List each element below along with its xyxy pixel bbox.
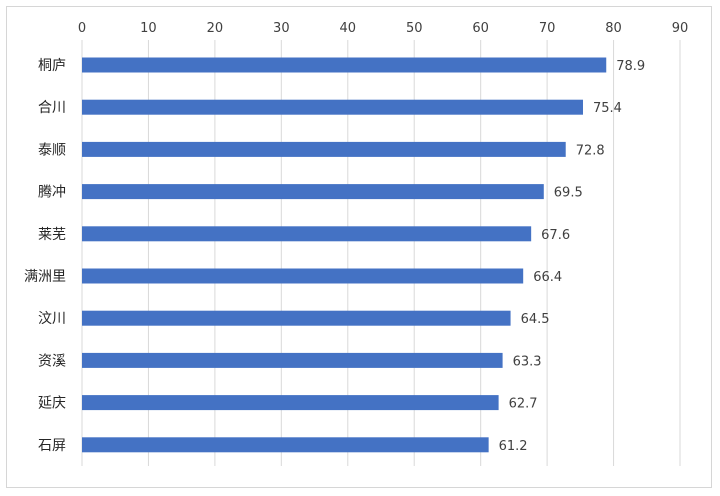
category-label: 泰顺: [38, 142, 66, 158]
data-label: 61.2: [499, 439, 528, 454]
bars: [82, 57, 607, 453]
bar-0: [82, 57, 607, 73]
x-axis-ticks: 0 10 20 30 40 50 60 70 80 90: [78, 21, 688, 36]
bar-3: [82, 184, 544, 200]
x-tick-label: 20: [207, 21, 224, 36]
category-label: 石屏: [38, 438, 66, 454]
x-tick-label: 80: [605, 21, 622, 36]
x-tick-label: 40: [340, 21, 357, 36]
category-label: 延庆: [38, 396, 66, 412]
bar-7: [82, 352, 503, 368]
data-label: 78.9: [616, 59, 645, 74]
category-label: 桐庐: [38, 58, 66, 74]
bar-5: [82, 268, 524, 284]
x-tick-label: 10: [140, 21, 157, 36]
x-tick-label: 70: [539, 21, 556, 36]
data-label: 66.4: [533, 270, 562, 285]
bar-8: [82, 395, 499, 411]
data-label: 67.6: [541, 228, 570, 243]
category-label: 汶川: [38, 310, 66, 327]
data-label: 64.5: [521, 312, 550, 327]
data-label: 62.7: [509, 397, 538, 412]
category-label: 满洲里: [24, 269, 66, 285]
bar-4: [82, 226, 532, 242]
category-label: 腾冲: [38, 184, 66, 201]
data-label: 63.3: [513, 354, 542, 369]
data-labels: 78.9 75.4 72.8 69.5 67.6 66.4 64.5 63.3 62.7 61.2: [499, 59, 646, 454]
bar-2: [82, 141, 566, 157]
category-label: 合川: [38, 100, 66, 116]
data-label: 72.8: [576, 143, 605, 158]
x-tick-label: 90: [672, 21, 689, 36]
bar-1: [82, 99, 583, 115]
x-tick-label: 60: [472, 21, 489, 36]
x-tick-label: 0: [78, 21, 86, 36]
x-tick-label: 50: [406, 21, 423, 36]
x-tick-label: 30: [273, 21, 290, 36]
data-label: 69.5: [554, 186, 583, 201]
category-label: 莱芜: [38, 226, 66, 243]
bar-9: [82, 437, 489, 453]
data-label: 75.4: [593, 101, 622, 116]
category-label: 资溪: [38, 353, 66, 369]
bar-6: [82, 310, 511, 326]
